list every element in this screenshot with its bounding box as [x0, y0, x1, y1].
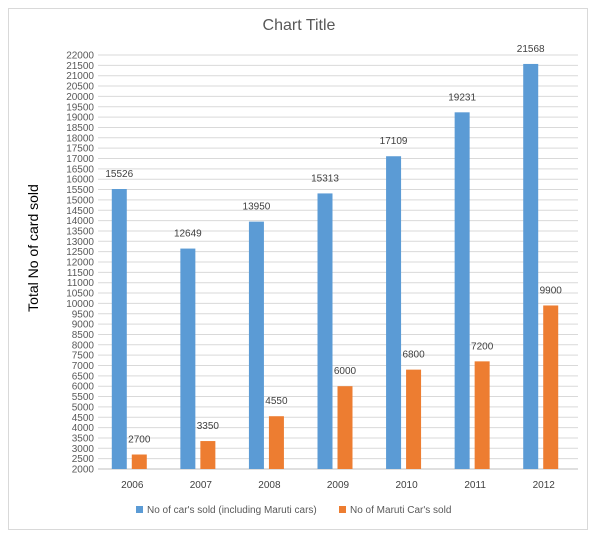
y-axis-ticks: 2000250030003500400045005000550060006500…: [66, 51, 94, 476]
x-axis-ticks: 2006 2007 2008 2009 2010 2011 2012: [121, 480, 555, 491]
data-label: 15313: [311, 173, 339, 184]
y-tick-label: 14500: [66, 206, 94, 217]
data-labels: 15526 2700 12649 3350 13950 4550 15313 6000 1710…: [105, 44, 562, 446]
y-tick-label: 10000: [66, 299, 94, 310]
data-label: 21568: [517, 44, 545, 55]
y-tick-label: 19000: [66, 113, 94, 124]
x-tick-label: 2011: [464, 480, 486, 491]
bar-maruti-2009: [337, 386, 353, 469]
bar-maruti-2011: [474, 361, 490, 469]
legend-label-maruti: No of Maruti Car's sold: [350, 505, 451, 516]
y-tick-label: 5000: [72, 402, 95, 413]
bar-total-2011: [454, 112, 470, 469]
data-label: 6800: [402, 350, 425, 361]
y-tick-label: 6000: [72, 382, 95, 393]
y-tick-label: 3500: [72, 433, 95, 444]
bar-maruti-2012: [543, 305, 559, 469]
y-tick-label: 2000: [72, 465, 95, 476]
data-label: 19231: [448, 92, 476, 103]
y-tick-label: 5500: [72, 392, 95, 403]
y-tick-label: 11000: [67, 278, 95, 289]
y-tick-label: 10500: [66, 289, 94, 300]
chart-frame: [8, 8, 588, 530]
data-label: 15526: [105, 169, 133, 180]
data-label: 4550: [265, 396, 288, 407]
bar-maruti-2007: [200, 441, 216, 469]
data-label: 3350: [197, 421, 220, 432]
y-tick-label: 20500: [66, 82, 94, 93]
data-label: 7200: [471, 341, 494, 352]
y-tick-label: 17000: [66, 154, 94, 165]
y-tick-label: 13500: [66, 226, 94, 237]
gridlines: [98, 54, 578, 470]
y-tick-label: 22000: [66, 51, 94, 62]
y-tick-label: 14000: [66, 216, 94, 227]
bar-maruti-2010: [406, 369, 422, 469]
y-tick-label: 6500: [72, 371, 95, 382]
bar-total-2010: [386, 156, 402, 469]
bar-total-2008: [248, 221, 264, 469]
y-tick-label: 18000: [66, 133, 94, 144]
bar-maruti-2008: [268, 416, 284, 469]
y-tick-label: 3000: [72, 444, 95, 455]
y-tick-label: 16500: [66, 164, 94, 175]
data-label: 9900: [540, 285, 563, 296]
y-tick-label: 18500: [66, 123, 94, 134]
x-tick-label: 2012: [533, 480, 556, 491]
y-tick-label: 21500: [66, 61, 94, 72]
bar-total-2006: [111, 189, 127, 470]
data-label: 17109: [380, 136, 408, 147]
chart-title: Chart Title: [263, 17, 336, 34]
data-label: 2700: [128, 435, 151, 446]
y-tick-label: 17500: [66, 144, 94, 155]
y-tick-label: 8500: [72, 330, 95, 341]
y-tick-label: 9000: [72, 320, 95, 331]
y-tick-label: 20000: [66, 92, 94, 103]
y-tick-label: 15000: [66, 195, 94, 206]
bar-maruti-2006: [131, 454, 147, 469]
y-tick-label: 15500: [66, 185, 94, 196]
data-label: 6000: [334, 366, 357, 377]
bars: [111, 63, 559, 470]
y-axis-label: Total No of card sold: [25, 184, 41, 312]
data-label: 13950: [243, 202, 271, 213]
y-tick-label: 7500: [72, 351, 95, 362]
y-tick-label: 8000: [72, 340, 95, 351]
x-tick-label: 2008: [258, 480, 281, 491]
x-tick-label: 2007: [190, 480, 213, 491]
x-tick-label: 2009: [327, 480, 350, 491]
legend: No of car's sold (including Maruti cars)…: [136, 505, 451, 516]
y-tick-label: 7000: [72, 361, 95, 372]
y-tick-label: 2500: [72, 454, 95, 465]
y-tick-label: 16000: [66, 175, 94, 186]
legend-swatch-total: [136, 506, 143, 513]
x-tick-label: 2006: [121, 480, 144, 491]
y-tick-label: 4500: [72, 413, 95, 424]
y-tick-label: 12000: [66, 258, 94, 269]
legend-label-total: No of car's sold (including Maruti cars): [147, 505, 317, 516]
bar-total-2007: [180, 248, 196, 469]
y-tick-label: 9500: [72, 309, 95, 320]
y-tick-label: 13000: [66, 237, 94, 248]
bar-total-2009: [317, 193, 333, 469]
legend-swatch-maruti: [339, 506, 346, 513]
y-tick-label: 11500: [67, 268, 95, 279]
y-tick-label: 21000: [66, 71, 94, 82]
y-tick-label: 4000: [72, 423, 95, 434]
y-tick-label: 12500: [66, 247, 94, 258]
y-tick-label: 19500: [66, 102, 94, 113]
x-tick-label: 2010: [395, 480, 418, 491]
bar-total-2012: [523, 63, 539, 470]
data-label: 12649: [174, 229, 202, 240]
